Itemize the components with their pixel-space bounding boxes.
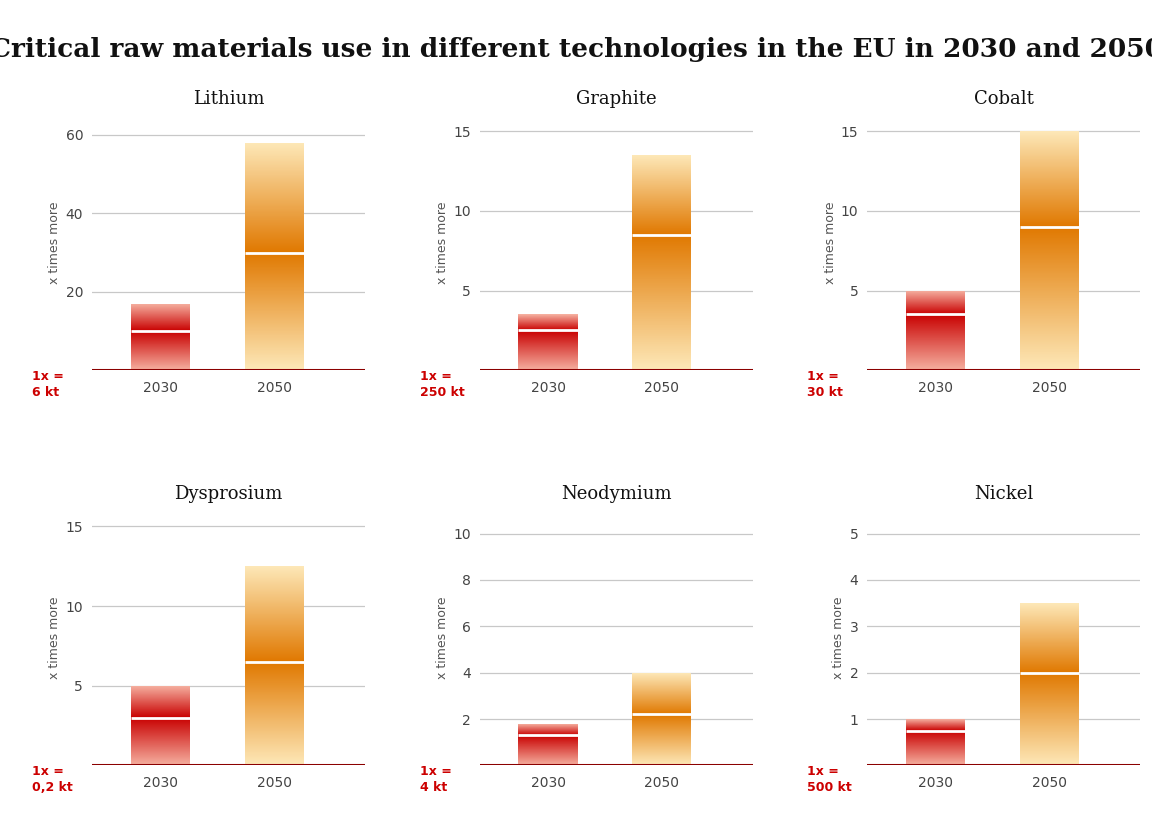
Title: Neodymium: Neodymium [561,486,672,504]
Text: 1x =
0,2 kt: 1x = 0,2 kt [32,765,73,794]
Y-axis label: x times more: x times more [833,597,846,679]
Y-axis label: x times more: x times more [435,597,449,679]
Text: 1x =
30 kt: 1x = 30 kt [808,370,843,399]
Y-axis label: x times more: x times more [824,202,836,284]
Y-axis label: x times more: x times more [435,202,449,284]
Title: Cobalt: Cobalt [975,90,1033,108]
Text: 1x =
500 kt: 1x = 500 kt [808,765,852,794]
Text: 1x =
4 kt: 1x = 4 kt [419,765,452,794]
Title: Graphite: Graphite [576,90,657,108]
Text: Critical raw materials use in different technologies in the EU in 2030 and 2050: Critical raw materials use in different … [0,37,1152,62]
Y-axis label: x times more: x times more [48,597,61,679]
Title: Nickel: Nickel [975,486,1033,504]
Text: 1x =
6 kt: 1x = 6 kt [32,370,65,399]
Text: 1x =
250 kt: 1x = 250 kt [419,370,464,399]
Y-axis label: x times more: x times more [48,202,61,284]
Title: Lithium: Lithium [192,90,265,108]
Title: Dysprosium: Dysprosium [174,486,283,504]
